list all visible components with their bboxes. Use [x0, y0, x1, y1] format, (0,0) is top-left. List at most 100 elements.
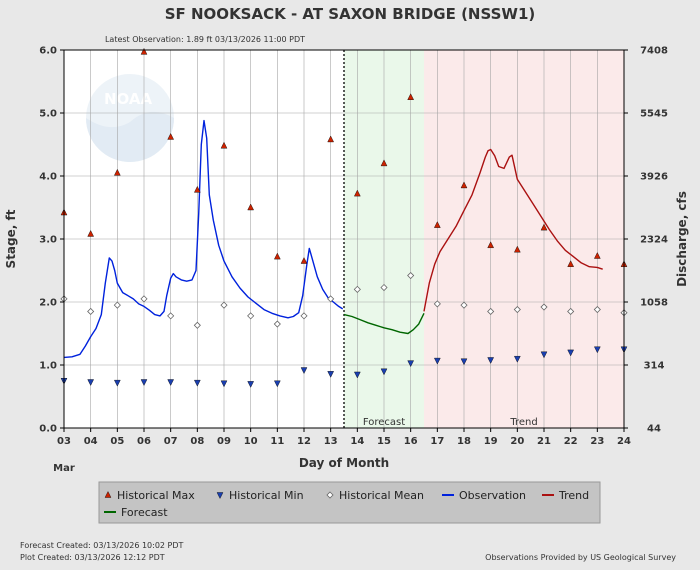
y-right-tick-label: 314 [644, 361, 665, 372]
x-tick-label: 13 [324, 436, 338, 447]
y-left-tick-label: 6.0 [39, 46, 57, 57]
historical-max-marker [167, 132, 174, 140]
x-tick-label: 04 [84, 436, 98, 447]
x-tick-label: 14 [350, 436, 364, 447]
historical-max-marker [194, 185, 201, 193]
historical-min-marker [540, 351, 548, 359]
series-lines [63, 119, 603, 359]
x-tick-label: 23 [590, 436, 604, 447]
historical-min-marker [407, 360, 414, 368]
legend-items: Historical Max Historical Min Historical M… [104, 489, 589, 519]
historical-mean-legend-swatch [326, 491, 334, 499]
y-right-tick-label: 1058 [640, 298, 668, 309]
historical-max-marker [407, 93, 414, 100]
historical-min-marker [434, 357, 441, 365]
y-right-tick-label: 3926 [640, 172, 668, 183]
y-left-tick-label: 4.0 [39, 172, 57, 183]
forecast-created-text: Forecast Created: 03/13/2026 10:02 PDT [20, 541, 184, 550]
historical-min-marker [247, 381, 254, 388]
chart-title: SF NOOKSACK - AT SAXON BRIDGE (NSSW1) [165, 5, 536, 23]
historical-mean-marker [140, 295, 148, 303]
x-tick-label: 21 [537, 436, 551, 447]
historical-mean-marker [567, 307, 575, 316]
historical-min-marker [380, 368, 388, 376]
historical-max-marker [460, 181, 468, 189]
y-left-tick-label: 3.0 [39, 235, 57, 246]
historical-min-marker [194, 379, 201, 387]
x-tick-label: 11 [270, 436, 284, 447]
plot-created-text: Plot Created: 03/13/2026 12:12 PDT [20, 553, 165, 562]
historical-min-marker [114, 379, 121, 387]
trend-legend-label: Trend [558, 489, 589, 502]
historical-max-legend-swatch [104, 491, 112, 498]
series-markers [60, 47, 628, 388]
x-tick-label: 10 [244, 436, 258, 447]
historical-max-legend-label: Historical Max [117, 489, 195, 502]
historical-min-marker [87, 379, 94, 386]
trend-line [423, 148, 603, 312]
historical-max-marker [274, 252, 281, 260]
historical-max-marker [434, 221, 441, 228]
y-right-tick-label: 5545 [640, 109, 668, 120]
historical-mean-marker [273, 320, 281, 328]
y-axis-left-title: Stage, ft [4, 209, 18, 268]
historical-mean-marker [113, 301, 121, 309]
x-axis-title: Day of Month [299, 456, 389, 470]
y-right-tick-label: 44 [647, 424, 661, 435]
x-tick-label: 18 [457, 436, 471, 447]
observation-legend-label: Observation [459, 489, 526, 502]
y-axis-right-title: Discharge, cfs [675, 191, 689, 287]
historical-min-marker [514, 356, 521, 363]
forecast-region-label: Forecast [363, 417, 405, 428]
x-tick-label: 09 [217, 436, 231, 447]
x-tick-label: 22 [564, 436, 578, 447]
historical-mean-marker [460, 301, 468, 309]
historical-max-marker [487, 241, 494, 249]
x-tick-label: 16 [404, 436, 418, 447]
historical-max-marker [380, 159, 388, 167]
historical-mean-marker [593, 305, 601, 314]
historical-mean-marker [487, 307, 495, 316]
y-axis-left: 0.0 1.0 2.0 3.0 4.0 5.0 6.0 [39, 46, 64, 435]
historical-max-marker [114, 168, 121, 176]
x-tick-label: 08 [190, 436, 204, 447]
x-tick-label: 07 [164, 436, 178, 447]
historical-max-marker [567, 260, 574, 267]
legend-box [98, 481, 601, 524]
historical-min-marker [487, 357, 494, 364]
historical-min-marker [274, 380, 281, 388]
historical-min-marker [594, 346, 601, 354]
x-tick-label: 20 [510, 436, 524, 447]
historical-mean-marker [167, 312, 175, 320]
historical-min-legend-swatch [216, 492, 224, 499]
x-tick-label: 19 [484, 436, 498, 447]
historical-max-marker [220, 141, 228, 149]
historical-mean-marker [247, 312, 255, 320]
historical-mean-marker [87, 307, 95, 316]
observation-line [63, 119, 344, 359]
historical-min-marker [354, 371, 361, 379]
legend: Historical Max Historical Min Historical M… [98, 481, 601, 524]
historical-max-marker [594, 252, 601, 259]
historical-max-marker [540, 223, 548, 231]
trend-region-label: Trend [509, 417, 537, 428]
x-tick-label: 03 [57, 436, 71, 447]
historical-mean-marker [433, 300, 441, 308]
historical-mean-marker [407, 271, 415, 280]
historical-min-marker [460, 358, 468, 366]
x-tick-label: 17 [430, 436, 444, 447]
region-labels: Forecast Trend [363, 417, 538, 428]
chart-subtitle: Latest Observation: 1.89 ft 03/13/2026 1… [105, 35, 305, 44]
x-tick-label: 12 [297, 436, 311, 447]
y-right-tick-label: 2324 [640, 235, 668, 246]
x-tick-label: 24 [617, 436, 631, 447]
historical-mean-marker [380, 283, 388, 292]
historical-min-marker [327, 371, 334, 378]
historical-max-marker [300, 257, 308, 264]
historical-mean-marker [300, 312, 308, 320]
historical-min-marker [300, 367, 308, 374]
historical-max-marker [514, 245, 521, 253]
y-left-tick-label: 2.0 [39, 298, 57, 309]
